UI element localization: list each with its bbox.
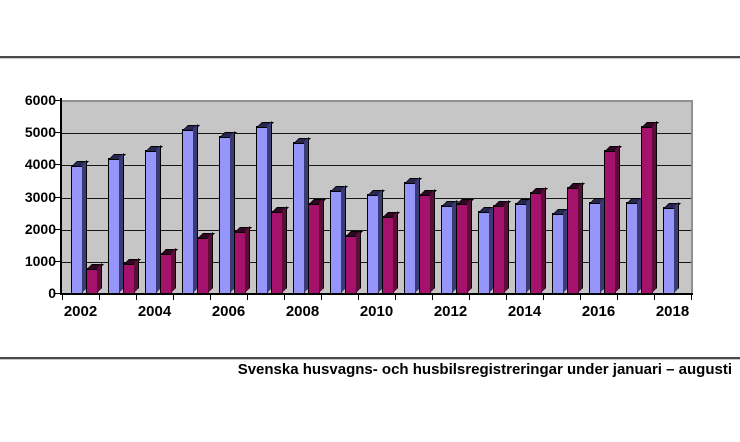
- x-axis-line: [60, 293, 693, 295]
- x-tick-mark: [173, 295, 174, 300]
- bar-husbilar-2003: [123, 263, 135, 295]
- bar-husbilar-2014: [530, 192, 542, 295]
- y-axis-line: [60, 98, 62, 295]
- y-tick-mark: [54, 164, 60, 166]
- x-tick-label-2008: 2008: [285, 303, 320, 320]
- x-axis-labels: 2002 2004 2006 2008 2010 2012 2014 2016 2018: [62, 303, 691, 321]
- y-tick-label-3000: 3000: [24, 188, 56, 205]
- x-tick-mark: [247, 295, 248, 300]
- x-axis-ticks: [62, 295, 692, 300]
- x-tick-label-2004: 2004: [137, 303, 172, 320]
- x-tick-label-2006: 2006: [211, 303, 246, 320]
- bar-husvagnar-2009: [330, 190, 342, 295]
- x-tick-mark: [691, 295, 692, 300]
- bar-husvagnar-2005: [182, 129, 194, 295]
- plot-area: [62, 100, 693, 295]
- bar-husvagnar-2002: [71, 165, 83, 295]
- bar-husbilar-2010: [382, 216, 394, 295]
- bar-husbilar-2004: [160, 253, 172, 295]
- x-tick-mark: [62, 295, 63, 300]
- chart-caption: Svenska husvagns- och husbilsregistrerin…: [237, 361, 732, 378]
- bar-husvagnar-2015: [552, 213, 564, 295]
- y-tick-label-2000: 2000: [24, 220, 56, 237]
- bar-husbilar-2012: [456, 203, 468, 295]
- bar-husbilar-2013: [493, 205, 505, 295]
- y-tick-mark: [54, 260, 60, 262]
- bar-husvagnar-2008: [293, 142, 305, 295]
- y-tick-label-5000: 5000: [24, 124, 56, 141]
- x-tick-label-2016: 2016: [581, 303, 616, 320]
- y-tick-mark: [54, 132, 60, 134]
- bar-husvagnar-2018: [663, 207, 675, 295]
- x-tick-label-2012: 2012: [433, 303, 468, 320]
- y-tick-label-6000: 6000: [24, 92, 56, 108]
- bar-husvagnar-2006: [219, 136, 231, 295]
- bar-husvagnar-2003: [108, 158, 120, 295]
- x-tick-mark: [321, 295, 322, 300]
- x-tick-mark: [395, 295, 396, 300]
- y-tick-mark: [54, 100, 60, 101]
- y-tick-mark: [54, 228, 60, 230]
- x-tick-mark: [543, 295, 544, 300]
- x-tick-mark: [358, 295, 359, 300]
- bar-husvagnar-2012: [441, 205, 453, 295]
- bar-husvagnar-2011: [404, 182, 416, 295]
- bar-husbilar-2006: [234, 231, 246, 295]
- bar-husbilar-2008: [308, 203, 320, 295]
- x-tick-mark: [210, 295, 211, 300]
- gridline-4000: [62, 165, 691, 167]
- bar-husbilar-2009: [345, 235, 357, 295]
- gridline-5000: [62, 133, 691, 135]
- top-divider-line: [0, 56, 740, 59]
- x-tick-label-2018: 2018: [655, 303, 690, 320]
- bar-husvagnar-2010: [367, 194, 379, 295]
- bar-husbilar-2002: [86, 268, 98, 295]
- x-tick-mark: [432, 295, 433, 300]
- x-tick-mark: [284, 295, 285, 300]
- x-tick-label-2010: 2010: [359, 303, 394, 320]
- bar-husvagnar-2013: [478, 211, 490, 295]
- bottom-divider-line: [0, 357, 740, 360]
- x-tick-mark: [654, 295, 655, 300]
- bar-husvagnar-2016: [589, 202, 601, 295]
- bar-husbilar-2005: [197, 237, 209, 295]
- x-tick-mark: [99, 295, 100, 300]
- y-tick-mark: [54, 196, 60, 198]
- bar-husbilar-2016: [604, 150, 616, 295]
- y-tick-label-4000: 4000: [24, 156, 56, 173]
- y-axis-labels: 6000 5000 4000 3000 2000 1000 0: [6, 92, 56, 301]
- bar-husvagnar-2007: [256, 126, 268, 295]
- bar-husbilar-2017: [641, 126, 653, 295]
- bar-husvagnar-2017: [626, 202, 638, 295]
- y-tick-mark: [54, 293, 60, 294]
- bar-husvagnar-2004: [145, 150, 157, 295]
- x-tick-label-2002: 2002: [63, 303, 98, 320]
- bar-husbilar-2015: [567, 187, 579, 295]
- x-tick-mark: [136, 295, 137, 300]
- bar-husbilar-2007: [271, 211, 283, 295]
- x-tick-label-2014: 2014: [507, 303, 542, 320]
- bar-husbilar-2011: [419, 194, 431, 295]
- x-tick-mark: [580, 295, 581, 300]
- x-tick-mark: [506, 295, 507, 300]
- y-tick-label-0: 0: [48, 285, 56, 301]
- bar-husvagnar-2014: [515, 203, 527, 295]
- y-tick-label-1000: 1000: [24, 252, 56, 269]
- x-tick-mark: [469, 295, 470, 300]
- x-tick-mark: [617, 295, 618, 300]
